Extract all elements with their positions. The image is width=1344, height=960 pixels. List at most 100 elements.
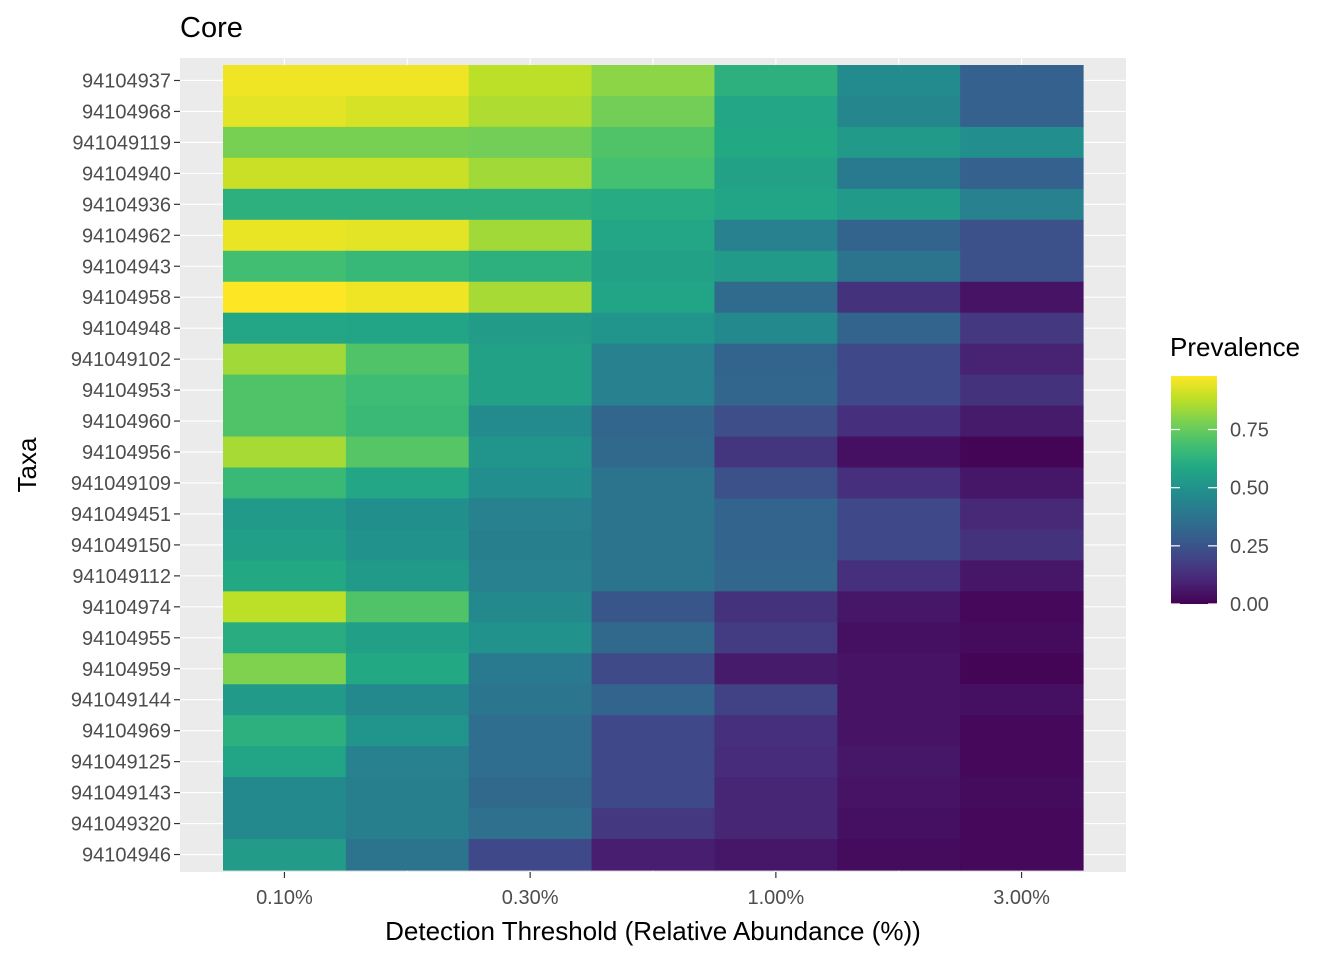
y-tick-label: 941049112 (72, 566, 171, 588)
y-tick-label: 94104958 (82, 287, 171, 309)
heatmap-cell (960, 281, 1084, 314)
y-tick-label: 94104946 (82, 845, 171, 867)
heatmap-cell (591, 250, 716, 283)
heatmap-cell (837, 374, 961, 407)
heatmap-cell (345, 436, 470, 469)
y-tick-label: 941049125 (71, 752, 171, 774)
heatmap-cell (223, 467, 347, 500)
heatmap-cell (714, 560, 838, 592)
heatmap-cell (345, 560, 470, 592)
chart-title: Core (180, 12, 243, 44)
heatmap-cell (345, 65, 470, 97)
heatmap-cell (714, 467, 838, 500)
heatmap-cell (468, 560, 593, 592)
heatmap-cell (960, 126, 1084, 159)
heatmap-cell (345, 219, 470, 252)
heatmap-cell (468, 529, 593, 561)
heatmap-cell (714, 157, 838, 190)
heatmap-cell (837, 65, 961, 97)
heatmap-cell (714, 839, 838, 871)
heatmap-cell (960, 529, 1084, 561)
heatmap-cell (714, 65, 838, 97)
heatmap-cell (837, 467, 961, 500)
heatmap-cell (591, 684, 716, 716)
heatmap-cell (714, 529, 838, 561)
y-tick-label: 94104960 (82, 411, 171, 433)
legend-tick-label: 0.75 (1230, 420, 1269, 442)
heatmap-cell (345, 529, 470, 561)
y-tick-label: 941049119 (72, 132, 171, 154)
heatmap-cell (714, 653, 838, 685)
x-tick-label: 3.00% (993, 887, 1050, 909)
heatmap-cell (837, 157, 961, 190)
heatmap-cell (960, 498, 1084, 531)
heatmap-cell (345, 467, 470, 500)
heatmap-cell (591, 591, 716, 623)
heatmap-cell (223, 312, 347, 345)
heatmap-cell (468, 498, 593, 531)
heatmap-cell (468, 374, 593, 407)
heatmap-cell (837, 715, 961, 747)
heatmap-cell (591, 622, 716, 654)
heatmap-cell (591, 312, 716, 345)
heatmap-cell (468, 250, 593, 283)
heatmap-cell (837, 746, 961, 778)
heatmap-cell (223, 777, 347, 809)
heatmap-cell (345, 808, 470, 840)
heatmap-cell (223, 653, 347, 685)
heatmap-cell (960, 374, 1084, 407)
heatmap-cell (714, 622, 838, 654)
heatmap-cell (223, 560, 347, 592)
heatmap-cell (837, 219, 961, 252)
heatmap-cell (591, 839, 716, 871)
heatmap-cell (837, 250, 961, 283)
heatmap-cell (345, 312, 470, 345)
heatmap-cell (223, 529, 347, 561)
heatmap-cell (960, 746, 1084, 778)
heatmap-cell (223, 374, 347, 407)
heatmap-cell (345, 157, 470, 190)
y-tick-label: 94104969 (82, 721, 171, 743)
y-tick-label: 94104968 (82, 101, 171, 123)
heatmap-cell (223, 591, 347, 623)
heatmap-cell (591, 560, 716, 592)
legend-tick-label: 0.00 (1230, 594, 1269, 616)
heatmap-cell (960, 777, 1084, 809)
heatmap-cell (960, 839, 1084, 871)
heatmap-cell (837, 498, 961, 531)
y-tick-label: 941049109 (71, 473, 171, 495)
heatmap-cell (714, 188, 838, 221)
heatmap-cell (468, 281, 593, 314)
y-tick-label: 94104943 (82, 256, 171, 278)
heatmap-cell (345, 343, 470, 376)
heatmap-cell (345, 622, 470, 654)
heatmap-cell (591, 777, 716, 809)
heatmap-cell (714, 746, 838, 778)
heatmap-cell (223, 281, 347, 314)
heatmap-cell (468, 312, 593, 345)
heatmap-cell (960, 250, 1084, 283)
heatmap-cell (960, 157, 1084, 190)
heatmap-cell (960, 715, 1084, 747)
y-tick-label: 941049320 (71, 814, 171, 836)
legend-tick-label: 0.25 (1230, 536, 1269, 558)
heatmap-cell (345, 715, 470, 747)
heatmap-cell (960, 95, 1084, 128)
y-tick-label: 94104959 (82, 659, 171, 681)
heatmap-cell (468, 591, 593, 623)
legend-title: Prevalence (1170, 332, 1301, 362)
heatmap-cell (223, 188, 347, 221)
heatmap-cell (345, 746, 470, 778)
heatmap-cell (591, 746, 716, 778)
heatmap-cell (468, 188, 593, 221)
heatmap-cell (223, 343, 347, 376)
heatmap-cell (223, 219, 347, 252)
y-tick-label: 94104937 (82, 70, 171, 92)
y-tick-label: 941049102 (71, 349, 171, 371)
heatmap-cell (714, 126, 838, 159)
heatmap-cell (837, 684, 961, 716)
legend-tick-label: 0.50 (1230, 478, 1269, 500)
heatmap-cell (223, 405, 347, 438)
heatmap-cell (591, 95, 716, 128)
heatmap-cell (591, 219, 716, 252)
